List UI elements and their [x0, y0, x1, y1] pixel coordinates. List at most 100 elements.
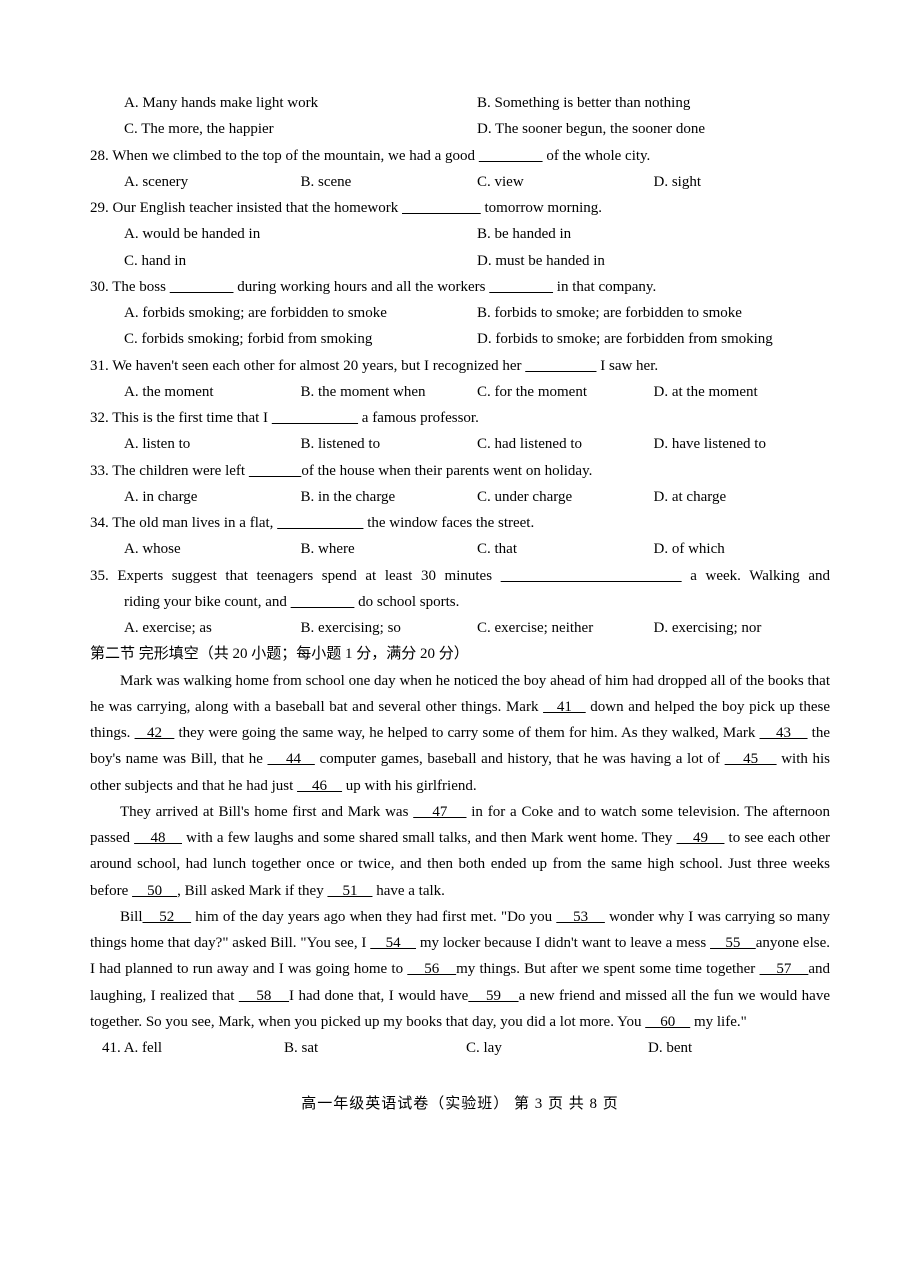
q33-text-a: 33. The children were left — [90, 463, 249, 479]
q30-text-c: in that company. — [553, 279, 656, 295]
q31-text-a: 31. We haven't seen each other for almos… — [90, 358, 525, 374]
q31-d: D. at the moment — [654, 379, 831, 405]
para2: They arrived at Bill's home first and Ma… — [90, 799, 830, 904]
blank-53: 53 — [556, 909, 605, 925]
blank-51: 51 — [327, 883, 372, 899]
q41-b: B. sat — [284, 1035, 466, 1061]
q31: 31. We haven't seen each other for almos… — [90, 353, 830, 379]
q28-blank — [479, 148, 543, 164]
blank-44: 44 — [267, 751, 314, 767]
cloze-passage: Mark was walking home from school one da… — [90, 668, 830, 1036]
q35-text-b-part1: a week. Walking and — [682, 568, 830, 584]
q31-opts: A. the moment B. the moment when C. for … — [90, 379, 830, 405]
q30-b: B. forbids to smoke; are forbidden to sm… — [477, 300, 830, 326]
para3: Bill 52 him of the day years ago when th… — [90, 904, 830, 1035]
q28-a: A. scenery — [124, 169, 301, 195]
q30-d: D. forbids to smoke; are forbidden from … — [477, 326, 830, 352]
q29-text-b: tomorrow morning. — [481, 200, 602, 216]
q33-blank — [249, 463, 302, 479]
q35-text-a: 35. Experts suggest that teenagers spend… — [90, 568, 501, 584]
q30-blank1 — [170, 279, 234, 295]
q27-c: C. The more, the happier — [124, 116, 477, 142]
q41-c: C. lay — [466, 1035, 648, 1061]
q35-c: C. exercise; neither — [477, 615, 654, 641]
para1: Mark was walking home from school one da… — [90, 668, 830, 799]
blank-56: 56 — [407, 961, 456, 977]
blank-54: 54 — [370, 935, 416, 951]
q32-d: D. have listened to — [654, 431, 831, 457]
q28-text-b: of the whole city. — [543, 148, 651, 164]
q32-text-b: a famous professor. — [358, 410, 479, 426]
q30: 30. The boss during working hours and al… — [90, 274, 830, 300]
q34-a: A. whose — [124, 536, 301, 562]
q35-cont: riding your bike count, and do school sp… — [90, 589, 830, 615]
blank-49: 49 — [677, 830, 725, 846]
q32-b: B. listened to — [301, 431, 478, 457]
q34-d: D. of which — [654, 536, 831, 562]
q31-text-b: I saw her. — [596, 358, 658, 374]
q27-d: D. The sooner begun, the sooner done — [477, 116, 830, 142]
q34-c: C. that — [477, 536, 654, 562]
q29-opts-row1: A. would be handed in B. be handed in — [90, 221, 830, 247]
q28-b: B. scene — [301, 169, 478, 195]
exam-page: A. Many hands make light work B. Somethi… — [0, 0, 920, 1158]
q35: 35. Experts suggest that teenagers spend… — [90, 563, 830, 589]
q32-a: A. listen to — [124, 431, 301, 457]
q28: 28. When we climbed to the top of the mo… — [90, 143, 830, 169]
q29-opts-row2: C. hand in D. must be handed in — [90, 248, 830, 274]
q31-b: B. the moment when — [301, 379, 478, 405]
q31-a: A. the moment — [124, 379, 301, 405]
blank-41: 41 — [543, 699, 586, 715]
q34-text-b: the window faces the street. — [363, 515, 534, 531]
q35-text-b-part2: riding your bike count, and — [124, 594, 291, 610]
blank-52: 52 — [143, 909, 192, 925]
q30-opts-row1: A. forbids smoking; are forbidden to smo… — [90, 300, 830, 326]
q34-blank — [277, 515, 363, 531]
q35-opts: A. exercise; as B. exercising; so C. exe… — [90, 615, 830, 641]
q35-blank2 — [291, 594, 355, 610]
q34-b: B. where — [301, 536, 478, 562]
q30-text-b: during working hours and all the workers — [233, 279, 489, 295]
q29-d: D. must be handed in — [477, 248, 830, 274]
blank-47: 47 — [413, 804, 466, 820]
q31-blank — [525, 358, 596, 374]
blank-48: 48 — [134, 830, 182, 846]
q28-opts: A. scenery B. scene C. view D. sight — [90, 169, 830, 195]
q28-c: C. view — [477, 169, 654, 195]
q29-b: B. be handed in — [477, 221, 830, 247]
q30-blank2 — [489, 279, 553, 295]
q41-label-a: 41. A. fell — [102, 1035, 284, 1061]
q34-text-a: 34. The old man lives in a flat, — [90, 515, 277, 531]
q32-c: C. had listened to — [477, 431, 654, 457]
blank-50: 50 — [132, 883, 177, 899]
q28-d: D. sight — [654, 169, 831, 195]
q32-opts: A. listen to B. listened to C. had liste… — [90, 431, 830, 457]
q33-c: C. under charge — [477, 484, 654, 510]
q32-blank — [272, 410, 358, 426]
blank-45: 45 — [725, 751, 777, 767]
q33-a: A. in charge — [124, 484, 301, 510]
blank-60: 60 — [645, 1014, 690, 1030]
blank-55: 55 — [710, 935, 756, 951]
q32-text-a: 32. This is the first time that I — [90, 410, 272, 426]
q29: 29. Our English teacher insisted that th… — [90, 195, 830, 221]
q41-d: D. bent — [648, 1035, 830, 1061]
blank-42: 42 — [135, 725, 175, 741]
q27-b: B. Something is better than nothing — [477, 90, 830, 116]
q30-opts-row2: C. forbids smoking; forbid from smoking … — [90, 326, 830, 352]
q29-c: C. hand in — [124, 248, 477, 274]
blank-46: 46 — [297, 778, 342, 794]
q35-b: B. exercising; so — [301, 615, 478, 641]
q29-blank — [402, 200, 481, 216]
q33-text-b: of the house when their parents went on … — [301, 463, 592, 479]
q27-opts-row1: A. Many hands make light work B. Somethi… — [90, 90, 830, 116]
q30-text-a: 30. The boss — [90, 279, 170, 295]
q31-c: C. for the moment — [477, 379, 654, 405]
section2-title: 第二节 完形填空（共 20 小题；每小题 1 分，满分 20 分） — [90, 641, 830, 667]
q27-a: A. Many hands make light work — [124, 90, 477, 116]
page-footer: 高一年级英语试卷（实验班） 第 3 页 共 8 页 — [90, 1091, 830, 1117]
q29-a: A. would be handed in — [124, 221, 477, 247]
blank-58: 58 — [239, 988, 289, 1004]
q27-opts-row2: C. The more, the happier D. The sooner b… — [90, 116, 830, 142]
blank-59: 59 — [468, 988, 518, 1004]
